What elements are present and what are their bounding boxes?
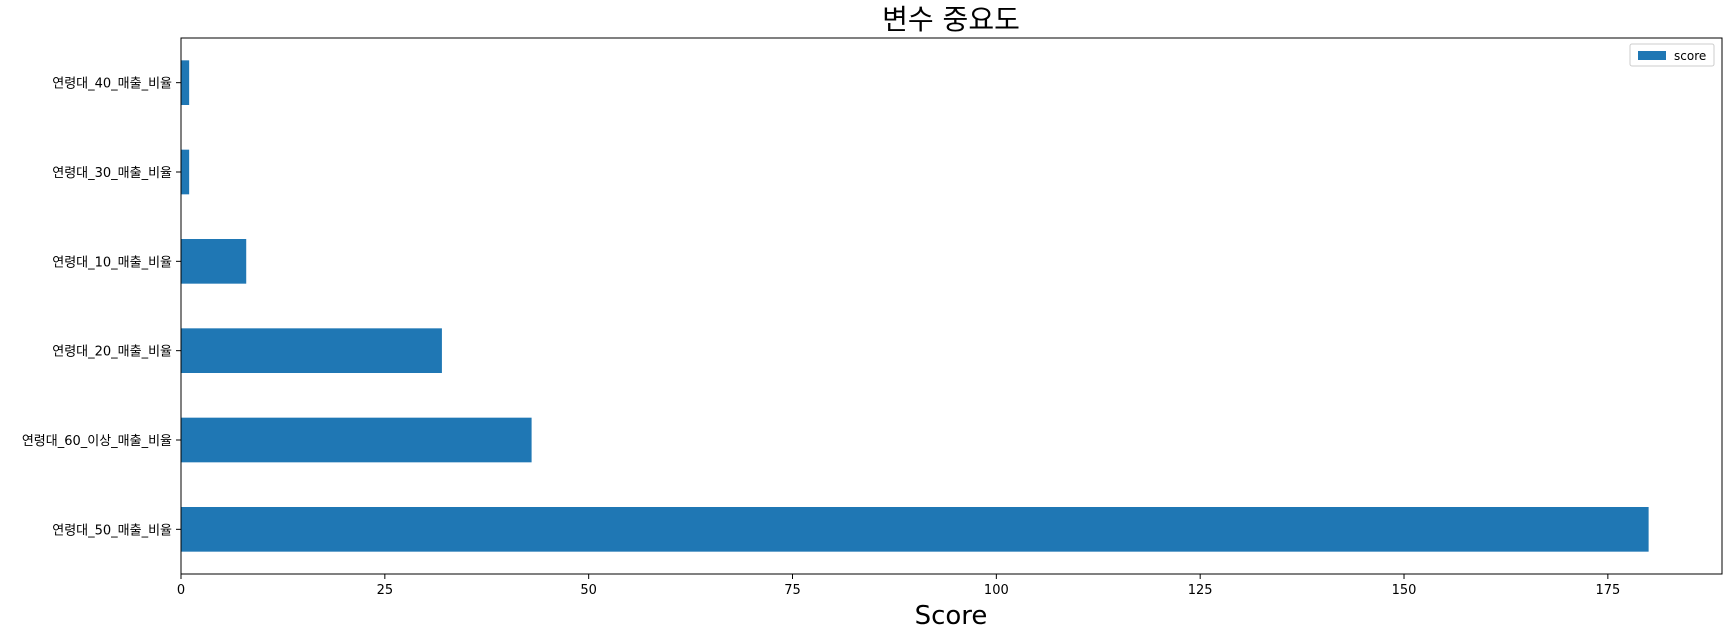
x-tick-label: 25 [377,583,394,598]
x-tick-label: 0 [177,583,185,598]
bar [181,60,190,105]
bar [181,239,247,284]
plot-frame [180,37,1723,575]
y-tick-label: 연령대_60_이상_매출_비율 [22,434,172,449]
chart-title: 변수 중요도 [882,3,1020,36]
y-tick-label: 연령대_20_매출_비율 [52,345,172,360]
y-tick-label: 연령대_10_매출_비율 [52,255,172,270]
bar [181,328,442,373]
x-tick-label: 175 [1595,583,1620,598]
x-tick-label: 75 [784,583,801,598]
x-tick-label: 125 [1188,583,1213,598]
bar [181,507,1649,552]
legend-box [1629,43,1715,67]
bar [181,149,190,195]
legend-swatch [1638,51,1666,60]
y-tick-label: 연령대_50_매출_비율 [52,523,172,538]
x-tick-label: 150 [1392,583,1417,598]
legend-label: score [1674,49,1706,63]
x-axis-label: Score [915,601,988,631]
x-tick-label: 100 [984,583,1009,598]
y-tick-label: 연령대_30_매출_비율 [52,166,172,181]
x-ticks-group: 0 25 50 75 100 125 150 175 [177,574,1620,598]
bar [181,417,532,463]
y-tick-label: 연령대_40_매출_비율 [52,77,172,92]
legend: score [1629,43,1715,67]
bars-group [181,60,1649,552]
y-ticks-group: 연령대_50_매출_비율 연령대_60_이상_매출_비율 연령대_20_매출_비율 연… [22,77,181,538]
x-tick-label: 50 [580,583,597,598]
